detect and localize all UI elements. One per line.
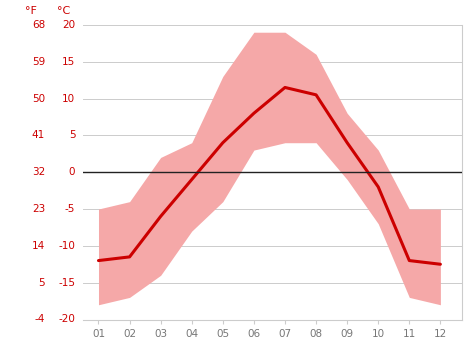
- Text: -15: -15: [58, 278, 75, 288]
- Text: 23: 23: [32, 204, 45, 214]
- Text: -20: -20: [58, 315, 75, 324]
- Text: 20: 20: [62, 20, 75, 30]
- Text: 50: 50: [32, 93, 45, 104]
- Text: 68: 68: [32, 20, 45, 30]
- Text: 32: 32: [32, 167, 45, 177]
- Text: 10: 10: [62, 93, 75, 104]
- Text: -5: -5: [65, 204, 75, 214]
- Text: °C: °C: [57, 6, 71, 16]
- Text: -10: -10: [58, 241, 75, 251]
- Text: 59: 59: [32, 57, 45, 67]
- Text: °F: °F: [25, 6, 37, 16]
- Text: 0: 0: [69, 167, 75, 177]
- Text: 5: 5: [69, 130, 75, 140]
- Text: 41: 41: [32, 130, 45, 140]
- Text: 15: 15: [62, 57, 75, 67]
- Text: 14: 14: [32, 241, 45, 251]
- Text: -4: -4: [35, 315, 45, 324]
- Text: 5: 5: [38, 278, 45, 288]
